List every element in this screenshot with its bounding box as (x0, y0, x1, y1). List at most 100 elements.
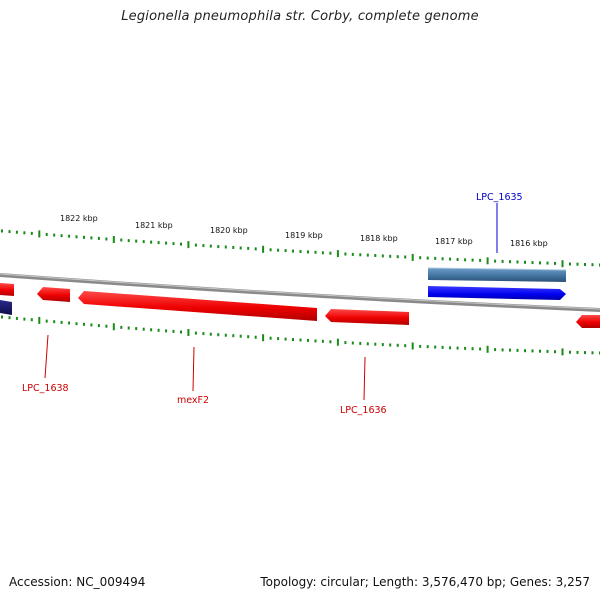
inner-scale-minor-tick (45, 319, 48, 323)
inner-scale-major-tick (187, 329, 190, 336)
inner-scale-minor-tick (217, 333, 220, 337)
inner-scale-minor-tick (509, 348, 511, 352)
inner-scale-minor-tick (546, 349, 549, 353)
page-title: Legionella pneumophila str. Corby, compl… (121, 9, 479, 24)
inner-scale-minor-tick (426, 345, 429, 349)
inner-scale-minor-tick (441, 345, 444, 349)
inner-scale-minor-tick (381, 343, 384, 347)
inner-scale-minor-tick (75, 322, 78, 326)
outer-scale-minor-tick (75, 235, 78, 239)
gene-label-mexf2[interactable]: mexF2 (177, 395, 209, 406)
outer-scale-minor-tick (441, 257, 444, 261)
forward-gene-lpc-1635[interactable] (427, 267, 567, 282)
inner-scale-minor-tick (494, 348, 497, 352)
outer-scale-minor-tick (374, 254, 377, 257)
inner-scale-minor-tick (539, 349, 541, 353)
inner-scale-minor-tick (554, 350, 556, 354)
inner-scale-minor-tick (254, 335, 257, 339)
outer-scale-minor-tick (90, 236, 93, 240)
inner-scale-minor-tick (68, 321, 71, 325)
outer-scale-minor-tick (554, 261, 556, 265)
inner-scale-minor-tick (307, 338, 309, 342)
outer-scale-minor-tick (120, 238, 123, 242)
inner-scale-minor-tick (464, 346, 467, 350)
outer-scale-minor-tick (359, 253, 362, 257)
outer-scale-minor-tick (232, 246, 235, 249)
outer-scale-minor-tick (83, 235, 85, 239)
reverse-gene-left-edge[interactable] (0, 283, 14, 296)
inner-scale-minor-tick (247, 335, 250, 339)
gene-label-lpc-1638[interactable]: LPC_1638 (22, 383, 69, 394)
outer-scale-minor-tick (15, 230, 18, 234)
forward-gene-left-edge[interactable] (0, 300, 12, 315)
outer-scale-minor-tick (217, 245, 220, 249)
forward-gene-blue-arrow[interactable] (428, 286, 566, 300)
inner-scale-minor-tick (516, 348, 519, 352)
outer-scale-minor-tick (479, 258, 482, 262)
inner-scale-minor-tick (172, 329, 175, 333)
outer-scale-minor-tick (165, 241, 168, 245)
inner-scale-minor-tick (471, 347, 474, 351)
inner-scale-minor-tick (135, 327, 138, 331)
reverse-gene-lpc-1636[interactable] (325, 309, 409, 325)
outer-scale-minor-tick (209, 244, 212, 248)
outer-scale-major-tick (38, 230, 41, 238)
outer-scale-minor-tick (284, 249, 287, 253)
inner-scale-minor-tick (479, 347, 482, 351)
inner-scale-minor-tick (83, 322, 85, 326)
inner-scale-minor-tick (329, 340, 332, 344)
outer-scale-minor-tick (584, 263, 586, 266)
genome-backbone-highlight (0, 273, 600, 310)
reverse-gene-lpc-1638[interactable] (37, 287, 70, 302)
gene-label-lpc-1636[interactable]: LPC_1636 (340, 405, 387, 416)
gene-label-lpc-1635[interactable]: LPC_1635 (476, 192, 523, 203)
inner-scale-minor-tick (232, 334, 235, 338)
scale-label-1822: 1822 kbp (60, 214, 98, 223)
inner-scale-minor-tick (165, 329, 168, 333)
outer-scale-minor-tick (292, 249, 294, 253)
outer-scale-minor-tick (404, 255, 407, 259)
inner-scale-minor-tick (8, 316, 11, 320)
outer-scale-minor-tick (60, 234, 63, 238)
inner-scale-minor-tick (239, 334, 242, 338)
outer-scale-minor-tick (501, 259, 504, 263)
outer-scale-major-tick (411, 253, 414, 261)
outer-scale-minor-tick (381, 254, 384, 258)
inner-scale-minor-tick (569, 350, 571, 354)
outer-scale-minor-tick (142, 240, 145, 244)
outer-scale-major-tick (561, 260, 564, 268)
outer-scale-minor-tick (494, 259, 497, 263)
scale-tick-ring-outer (1, 229, 600, 268)
inner-scale-minor-tick (501, 348, 504, 352)
reverse-gene-mexf2[interactable] (78, 291, 317, 321)
outer-scale-minor-tick (172, 242, 175, 246)
outer-scale-minor-tick (546, 261, 549, 265)
scale-label-1816: 1816 kbp (510, 239, 548, 248)
inner-scale-minor-tick (194, 331, 197, 335)
leader-line-mexf2 (192, 346, 195, 392)
inner-scale-minor-tick (224, 333, 227, 337)
scale-label-1819: 1819 kbp (285, 231, 323, 240)
outer-scale-minor-tick (516, 260, 519, 264)
scale-tick-ring-inner (1, 315, 600, 356)
inner-scale-minor-tick (351, 341, 354, 345)
accession-text: Accession: NC_009494 (9, 575, 146, 589)
outer-scale-minor-tick (576, 262, 579, 266)
inner-scale-major-tick (411, 342, 414, 350)
inner-scale-minor-tick (202, 332, 205, 336)
outer-scale-minor-tick (524, 260, 526, 264)
outer-scale-minor-tick (53, 233, 56, 237)
inner-scale-minor-tick (374, 342, 377, 346)
inner-scale-major-tick (262, 334, 265, 342)
outer-scale-minor-tick (1, 229, 3, 233)
inner-scale-minor-tick (15, 316, 18, 320)
outer-scale-minor-tick (471, 258, 474, 262)
reverse-gene-right-edge[interactable] (576, 315, 600, 328)
leader-line-lpc-1636 (363, 356, 366, 401)
outer-scale-minor-tick (8, 230, 11, 234)
outer-scale-minor-tick (277, 248, 280, 252)
inner-scale-minor-tick (30, 318, 33, 322)
inner-scale-minor-tick (389, 343, 392, 347)
outer-scale-major-tick (486, 257, 489, 265)
